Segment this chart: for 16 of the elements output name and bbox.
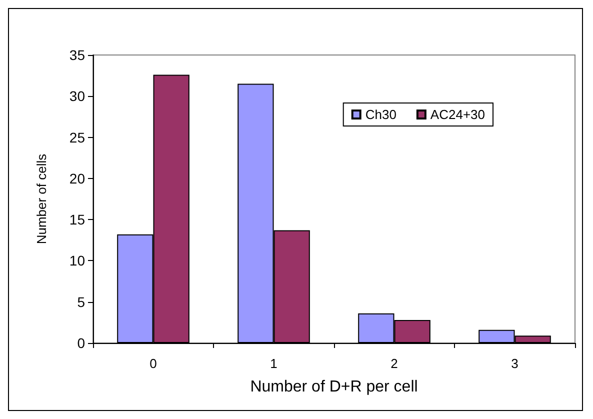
y-tick-label: 35	[69, 47, 86, 63]
y-tick-label: 20	[69, 170, 86, 186]
x-tick-label: 0	[150, 356, 157, 371]
y-tick-label: 30	[69, 88, 86, 104]
y-tick-label: 0	[77, 335, 86, 351]
x-tick-label: 2	[390, 356, 398, 371]
y-tick-label: 5	[77, 294, 86, 310]
x-tick-label: 3	[511, 356, 518, 371]
x-axis-title: Number of D+R per cell	[250, 378, 418, 396]
y-tick-label: 25	[69, 129, 86, 146]
y-tick-label: 10	[69, 252, 86, 269]
legend-label: Ch30	[365, 107, 396, 122]
legend-label: AC24+30	[430, 107, 486, 122]
x-tick-label: 1	[270, 356, 278, 371]
y-tick-label: 15	[69, 212, 86, 228]
y-axis-title: Number of cells	[34, 153, 49, 244]
